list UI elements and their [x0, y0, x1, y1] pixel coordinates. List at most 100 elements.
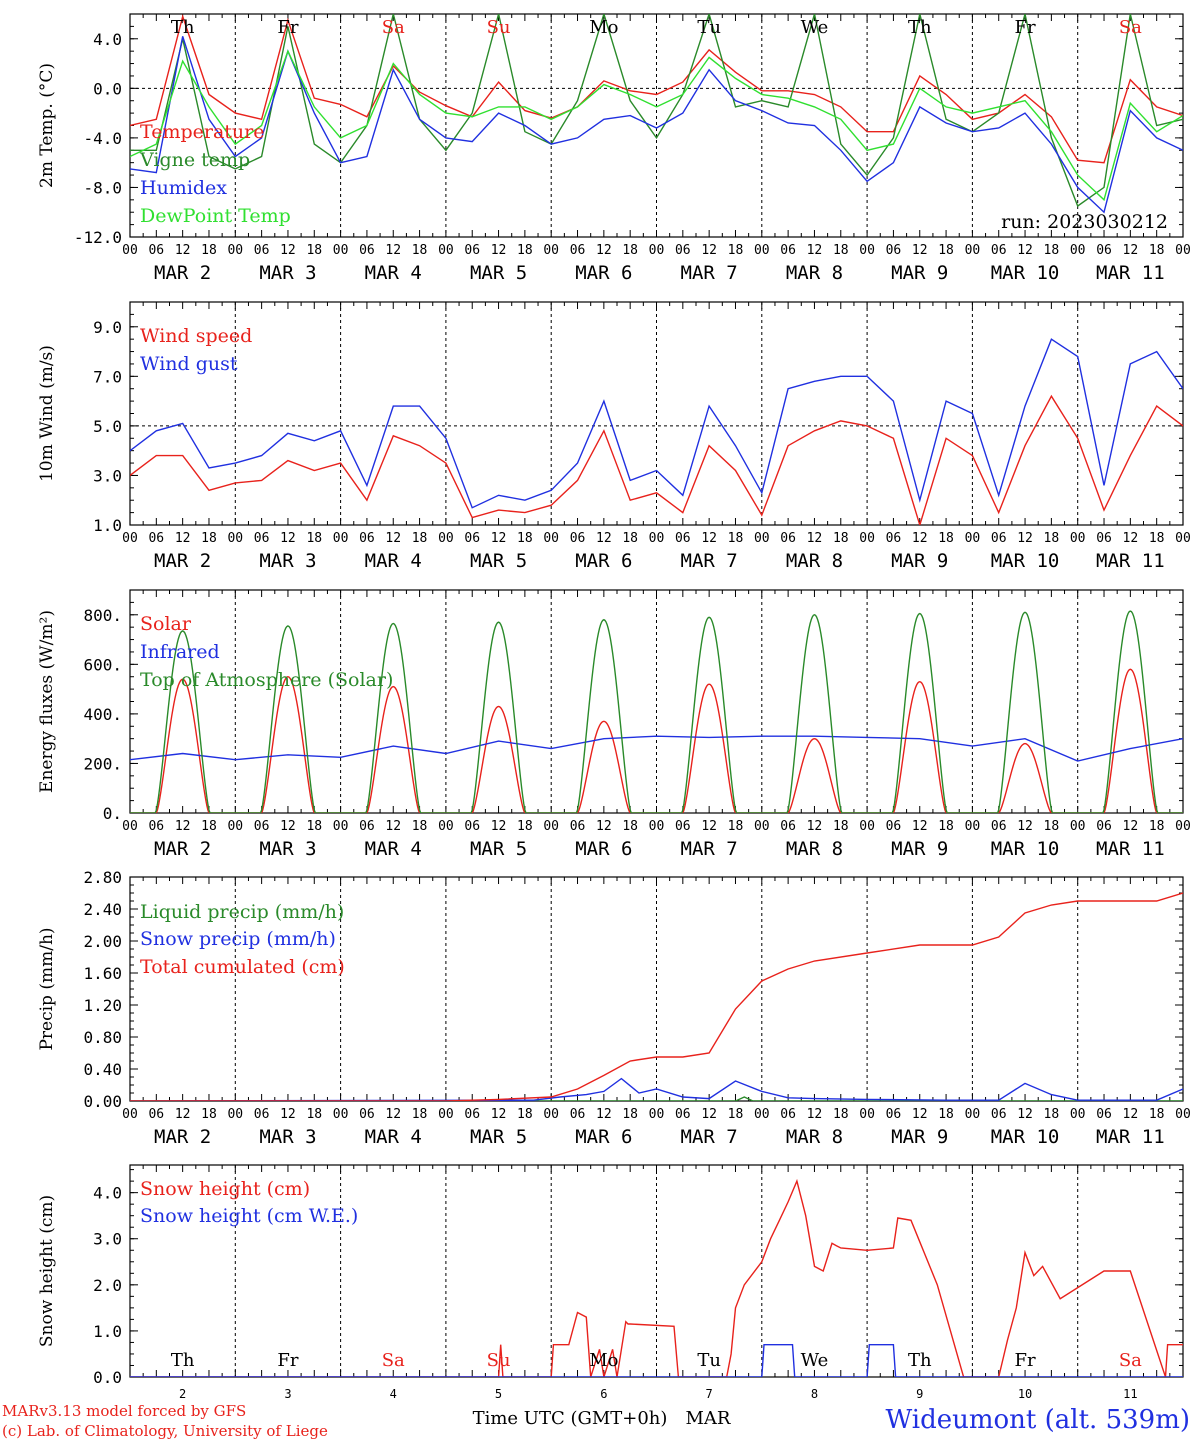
day-label: MAR 3 [259, 838, 316, 860]
hour-label: 18 [517, 243, 533, 258]
legend-entry: Total cumulated (cm) [140, 956, 345, 978]
day-label: MAR 9 [891, 838, 948, 860]
day-label: MAR 11 [1096, 262, 1165, 284]
day-label: MAR 7 [681, 838, 738, 860]
y-tick-label: 0.0 [93, 79, 122, 98]
hour-label: 18 [1044, 1107, 1060, 1122]
hour-label: 18 [938, 1107, 954, 1122]
hour-label: 06 [148, 243, 164, 258]
y-tick-label: 0.0 [93, 1368, 122, 1387]
hour-label: 06 [675, 1107, 691, 1122]
hour-label: 00 [333, 531, 349, 546]
plot-frame [129, 13, 1184, 238]
hour-label: 12 [491, 1107, 507, 1122]
hour-label: 18 [412, 243, 428, 258]
legend-entry: Solar [140, 613, 192, 635]
hour-label: 18 [622, 531, 638, 546]
series-line [130, 892, 1183, 1101]
hour-label: 18 [833, 243, 849, 258]
y-tick-label: 0. [103, 804, 122, 823]
day-label: MAR 11 [1096, 1126, 1165, 1148]
hour-label: 12 [385, 819, 401, 834]
hour-label: 00 [438, 819, 454, 834]
hour-label: 00 [227, 819, 243, 834]
y-tick-label: 0.00 [83, 1092, 122, 1111]
hour-label: 12 [385, 531, 401, 546]
series-line [130, 1344, 1183, 1377]
day-number: 2 [179, 1387, 186, 1401]
hour-label: 18 [1149, 243, 1165, 258]
series-line [130, 1077, 1183, 1101]
y-tick-label: 2.00 [83, 932, 122, 951]
day-label: MAR 2 [154, 550, 211, 572]
hour-label: 06 [254, 243, 270, 258]
y-tick-label: 4.0 [93, 30, 122, 49]
hour-label: 06 [675, 819, 691, 834]
hour-label: 00 [227, 531, 243, 546]
weekday-label: Su [487, 17, 511, 38]
hour-label: 18 [833, 819, 849, 834]
hour-label: 06 [570, 1107, 586, 1122]
panel-4 [129, 876, 1184, 1102]
hour-label: 06 [570, 243, 586, 258]
day-label: MAR 8 [786, 262, 843, 284]
hour-label: 06 [359, 1107, 375, 1122]
legend-entry: Snow height (cm) [140, 1178, 310, 1200]
hour-label: 00 [649, 531, 665, 546]
hour-label: 12 [491, 243, 507, 258]
hour-label: 12 [280, 819, 296, 834]
day-label: MAR 9 [891, 262, 948, 284]
hour-label: 06 [886, 1107, 902, 1122]
day-number: 3 [284, 1387, 291, 1401]
hour-label: 12 [385, 243, 401, 258]
hour-label: 18 [201, 531, 217, 546]
day-label: MAR 4 [365, 1126, 422, 1148]
day-label: MAR 6 [575, 838, 632, 860]
hour-label: 00 [1070, 531, 1086, 546]
panel-5 [129, 1164, 1184, 1378]
y-tick-label: 5.0 [93, 417, 122, 436]
hour-label: 12 [912, 531, 928, 546]
day-number: 11 [1123, 1387, 1137, 1401]
hour-label: 00 [1175, 531, 1191, 546]
hour-label: 06 [570, 531, 586, 546]
y-axis-label: Energy fluxes (W/m²) [37, 610, 57, 793]
hour-label: 00 [649, 819, 665, 834]
day-label: MAR 2 [154, 1126, 211, 1148]
series-line [130, 668, 1183, 813]
hour-label: 12 [912, 819, 928, 834]
hour-label: 06 [780, 531, 796, 546]
hour-label: 00 [333, 1107, 349, 1122]
hour-label: 12 [912, 1107, 928, 1122]
hour-label: 18 [201, 1107, 217, 1122]
day-number: 7 [706, 1387, 713, 1401]
hour-label: 18 [412, 1107, 428, 1122]
hour-label: 00 [543, 819, 559, 834]
y-tick-label: 1.0 [93, 1322, 122, 1341]
hour-label: 06 [675, 531, 691, 546]
day-number: 4 [390, 1387, 397, 1401]
hour-label: 06 [991, 531, 1007, 546]
weekday-label: Th [908, 17, 932, 38]
weekday-label: Tu [697, 1350, 721, 1371]
weekday-label: Fr [277, 1350, 298, 1371]
day-label: MAR 4 [365, 262, 422, 284]
weekday-label: We [801, 1350, 829, 1371]
hour-label: 18 [938, 819, 954, 834]
day-label: MAR 3 [259, 1126, 316, 1148]
y-tick-label: 800. [83, 606, 122, 625]
hour-label: 18 [622, 1107, 638, 1122]
y-tick-label: 1.20 [83, 996, 122, 1015]
hour-label: 12 [1123, 531, 1139, 546]
plot-frame [129, 589, 1184, 814]
y-tick-label: 2.0 [93, 1276, 122, 1295]
hour-label: 18 [1149, 531, 1165, 546]
weekday-label: Fr [1015, 17, 1036, 38]
day-label: MAR 4 [365, 550, 422, 572]
hour-label: 06 [886, 531, 902, 546]
day-label: MAR 11 [1096, 550, 1165, 572]
hour-label: 06 [780, 1107, 796, 1122]
hour-label: 06 [886, 819, 902, 834]
series-line [130, 14, 1183, 164]
hour-label: 12 [175, 1107, 191, 1122]
